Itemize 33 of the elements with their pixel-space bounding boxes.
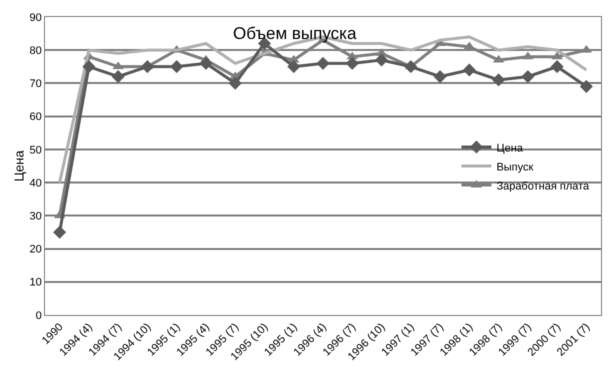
legend-label: Выпуск — [496, 161, 534, 174]
y-tick-label: 50 — [30, 144, 42, 156]
legend-label: Цена — [496, 142, 524, 154]
point — [550, 60, 564, 74]
point — [53, 226, 66, 239]
y-tick-label: 40 — [30, 177, 42, 190]
y-tick-label: 20 — [30, 244, 42, 256]
y-tick-label: 10 — [30, 276, 42, 289]
point — [316, 56, 330, 70]
y-tick-label: 90 — [30, 12, 42, 24]
y-tick-label: 30 — [30, 210, 42, 223]
y-tick-label: 0 — [36, 310, 42, 322]
legend-label: Заработная плата — [496, 180, 590, 192]
point — [140, 60, 154, 74]
point — [112, 70, 125, 84]
y-tick-label: 70 — [30, 78, 42, 90]
y-axis-title: Цена — [12, 150, 26, 182]
point — [346, 56, 359, 70]
point — [462, 63, 476, 76]
point — [82, 60, 96, 74]
point — [287, 60, 300, 74]
point — [404, 60, 418, 74]
point — [492, 73, 506, 86]
y-tick-label: 60 — [30, 111, 42, 124]
point — [228, 76, 242, 90]
point — [375, 54, 388, 67]
point — [521, 70, 534, 84]
chart-title: Объем выпуска — [233, 24, 357, 43]
point — [434, 70, 447, 84]
y-tick-label: 80 — [30, 44, 42, 57]
point — [170, 60, 184, 74]
point — [580, 80, 593, 94]
point — [199, 56, 212, 70]
